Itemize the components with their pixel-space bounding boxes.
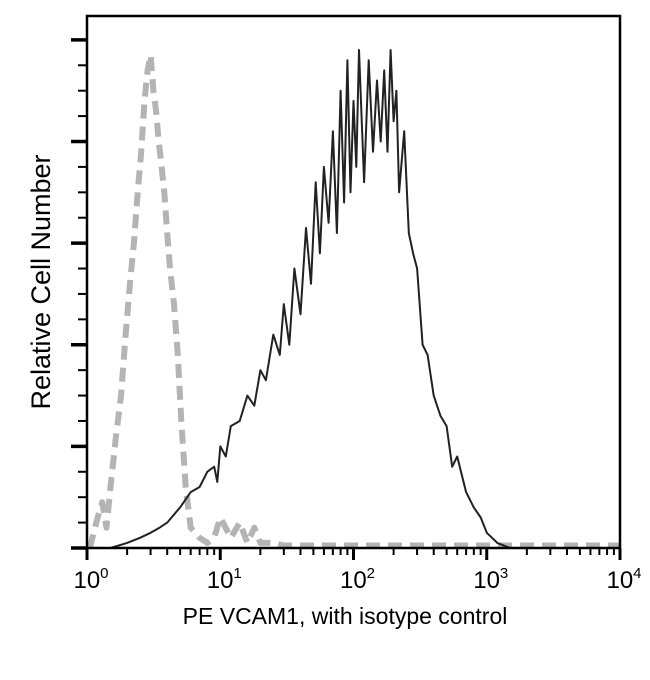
x-tick-label: 103 [473, 565, 508, 594]
x-axis-label: PE VCAM1, with isotype control [183, 603, 508, 629]
x-tick-label: 101 [207, 565, 242, 594]
vcam1-line [110, 49, 620, 549]
x-tick-label: 104 [606, 565, 641, 594]
series-group [86, 49, 620, 549]
x-tick-labels: 100 101 102 103 104 [73, 565, 641, 594]
isotype-control-line [86, 52, 620, 549]
plot-frame [85, 14, 622, 550]
x-tick-label: 102 [340, 565, 375, 594]
x-tick-label: 100 [73, 565, 108, 594]
y-axis-label: Relative Cell Number [26, 154, 56, 409]
